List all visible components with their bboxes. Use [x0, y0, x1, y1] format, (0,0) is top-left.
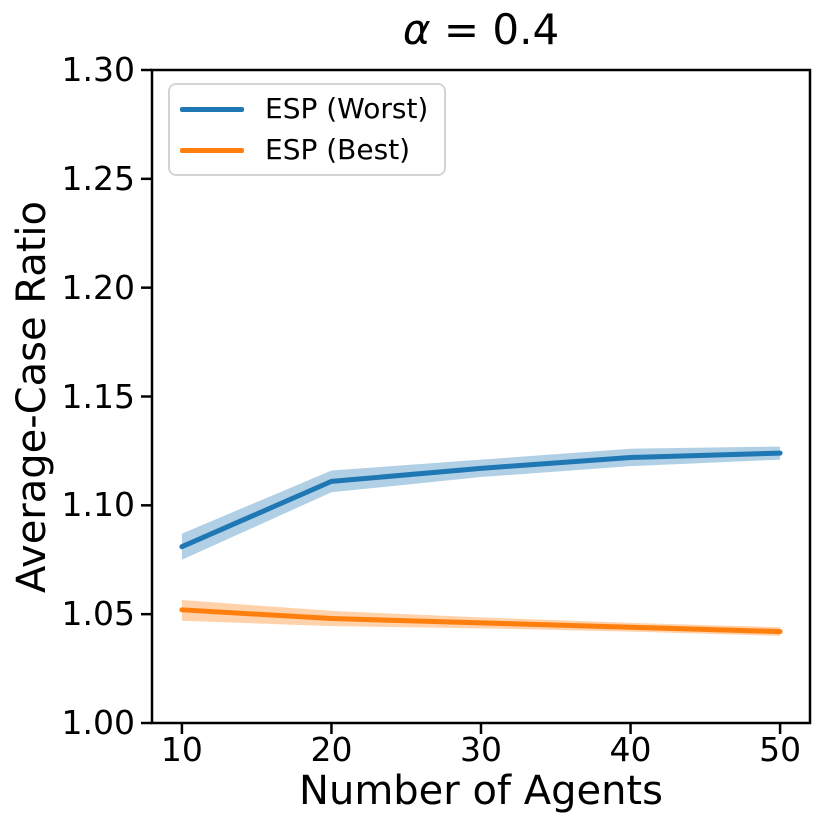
x-axis-label: Number of Agents: [299, 768, 663, 814]
legend-label-esp-worst: ESP (Worst): [265, 92, 429, 125]
y-tick-label: 1.15: [61, 376, 135, 416]
title-alpha-symbol: α: [402, 5, 431, 54]
legend-item-esp-worst: ESP (Worst): [180, 92, 444, 126]
title-equation-text: = 0.4: [430, 5, 560, 54]
x-tick-label: 40: [609, 730, 652, 769]
legend-line-sample-best: [180, 147, 244, 153]
legend-label-esp-best: ESP (Best): [265, 133, 411, 166]
y-tick-label: 1.20: [61, 267, 135, 307]
data-line-0: [179, 450, 783, 550]
y-tick-label: 1.25: [61, 158, 135, 198]
legend-item-esp-best: ESP (Best): [180, 133, 444, 167]
x-tick-label: 50: [759, 730, 802, 769]
x-tick-label: 20: [310, 730, 353, 769]
legend-line-sample-worst: [180, 106, 244, 112]
x-tick-label: 10: [160, 730, 203, 769]
data-line-1: [179, 607, 783, 635]
y-tick-label: 1.30: [61, 50, 135, 89]
y-tick-label: 1.00: [61, 703, 135, 742]
y-tick-label: 1.05: [61, 594, 135, 634]
legend: ESP (Worst) ESP (Best): [168, 83, 446, 176]
confidence-band-0: [181, 446, 781, 560]
y-tick-label: 1.10: [61, 485, 135, 525]
chart-title: α = 0.4: [152, 5, 810, 54]
x-tick-label: 30: [460, 730, 502, 769]
